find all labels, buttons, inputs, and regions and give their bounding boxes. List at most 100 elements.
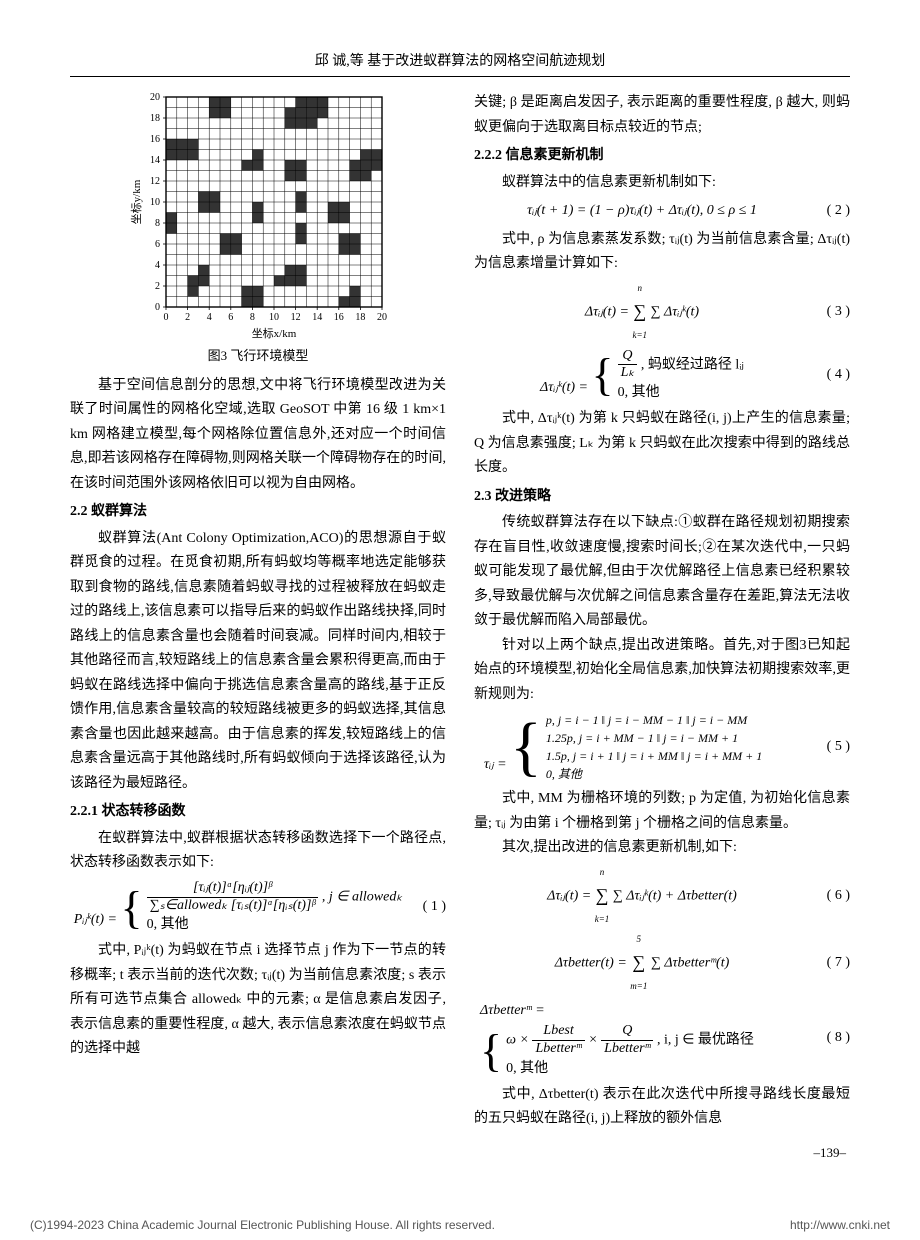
copyright-text: (C)1994-2023 China Academic Journal Elec…	[30, 1218, 495, 1232]
eq5-l2: 1.25p, j = i + MM − 1 ‖ j = i − MM + 1	[546, 729, 762, 747]
equation-1: Pᵢⱼᵏ(t) = { [τᵢⱼ(t)]ᵅ[ηᵢⱼ(t)]ᵝ ∑ₛ∈allowe…	[70, 880, 446, 936]
eq8-mid: ×	[588, 1033, 601, 1048]
para-2-2-1b: 式中, Pᵢⱼᵏ(t) 为蚂蚁在节点 i 选择节点 j 作为下一节点的转移概率;…	[70, 939, 446, 1062]
eq3-lhs: Δτᵢⱼ(t) =	[585, 304, 633, 319]
eq6-lhs: Δτᵢⱼ(t) =	[547, 888, 595, 903]
copyright-footer: (C)1994-2023 China Academic Journal Elec…	[30, 1218, 890, 1232]
eq5-lhs: τᵢⱼ =	[484, 757, 507, 772]
para-2-3b: 针对以上两个缺点,提出改进策略。首先,对于图3已知起始点的环境模型,初始化全局信…	[474, 634, 850, 708]
svg-text:0: 0	[164, 312, 169, 323]
eq5-l4: 0, 其他	[546, 765, 762, 783]
page-header: 邱 诚,等 基于改进蚁群算法的网格空间航迹规划	[70, 50, 850, 77]
svg-text:10: 10	[150, 197, 160, 208]
svg-text:坐标x/km: 坐标x/km	[252, 326, 297, 340]
eq2-body: τᵢⱼ(t + 1) = (1 − ρ)τᵢⱼ(t) + Δτᵢⱼ(t), 0 …	[474, 199, 810, 224]
eq4-number: ( 4 )	[810, 363, 850, 388]
eq7-body: ∑ Δτbetterᵐ(t)	[651, 955, 729, 970]
para-2-3c: 式中, MM 为栅格环境的列数; p 为定值, 为初始化信息素量; τᵢⱼ 为由…	[474, 787, 850, 836]
para-2-2-2a: 蚁群算法中的信息素更新机制如下:	[474, 171, 850, 196]
eq8-f1d: Lbetterᵐ	[532, 1041, 584, 1058]
right-column: 关键; β 是距离启发因子, 表示距离的重要性程度, β 越大, 则蚂蚁更偏向于…	[474, 91, 850, 1164]
para-2-2-2c: 式中, Δτᵢⱼᵏ(t) 为第 k 只蚂蚁在路径(i, j)上产生的信息素量; …	[474, 407, 850, 481]
eq1-frac-den: ∑ₛ∈allowedₖ [τᵢₛ(t)]ᵅ[ηᵢₛ(t)]ᵝ	[147, 898, 319, 915]
grid-svg: 0022446688101012121414161618182020坐标x/km…	[128, 91, 388, 341]
page: 邱 诚,等 基于改进蚁群算法的网格空间航迹规划 0022446688101012…	[0, 0, 920, 1194]
svg-text:10: 10	[269, 312, 279, 323]
eq1-lhs: Pᵢⱼᵏ(t) =	[74, 912, 117, 927]
eq8-l1a: ω ×	[506, 1033, 532, 1048]
eq5-l1: p, j = i − 1 ‖ j = i − MM − 1 ‖ j = i − …	[546, 711, 762, 729]
eq8-lhs: Δτbetterᵐ =	[480, 1003, 545, 1018]
para-2-3d: 其次,提出改进的信息素更新机制,如下:	[474, 836, 850, 861]
svg-text:6: 6	[228, 312, 233, 323]
svg-text:2: 2	[155, 281, 160, 292]
para-2-3a: 传统蚁群算法存在以下缺点:①蚁群在路径规划初期搜索存在盲目性,收敛速度慢,搜索时…	[474, 511, 850, 634]
para-2-2: 蚁群算法(Ant Colony Optimization,ACO)的思想源自于蚁…	[70, 527, 446, 797]
eq1-cond1: , j ∈ allowedₖ	[322, 889, 402, 904]
eq6-body: ∑ Δτᵢⱼᵏ(t) + Δτbetter(t)	[613, 888, 737, 903]
svg-text:8: 8	[250, 312, 255, 323]
eq8-f2d: Lbetterᵐ	[601, 1041, 653, 1058]
eq6-number: ( 6 )	[810, 884, 850, 909]
equation-3: Δτᵢⱼ(t) = n ∑ k=1 ∑ Δτᵢⱼᵏ(t) ( 3 )	[474, 281, 850, 344]
svg-text:16: 16	[334, 312, 344, 323]
para-2-3e: 式中, Δτbetter(t) 表示在此次迭代中所搜寻路线长度最短的五只蚂蚁在路…	[474, 1083, 850, 1132]
eq4-line2: 0, 其他	[618, 382, 744, 403]
svg-text:18: 18	[355, 312, 365, 323]
eq8-f2n: Q	[601, 1023, 653, 1041]
eq6-sup: n	[595, 865, 610, 881]
eq5-l3: 1.5p, j = i + 1 ‖ j = i + MM ‖ j = i + M…	[546, 747, 762, 765]
eq8-f1n: Lbest	[532, 1023, 584, 1041]
eq7-sub: m=1	[630, 979, 647, 995]
svg-text:16: 16	[150, 134, 160, 145]
para-2-2-2b: 式中, ρ 为信息素蒸发系数; τᵢⱼ(t) 为当前信息素含量; Δτᵢⱼ(t)…	[474, 228, 850, 277]
eq3-sup: n	[632, 281, 647, 297]
svg-text:14: 14	[150, 155, 160, 166]
svg-text:20: 20	[377, 312, 387, 323]
eq7-number: ( 7 )	[810, 951, 850, 976]
equation-7: Δτbetter(t) = 5 ∑ m=1 ∑ Δτbetterᵐ(t) ( 7…	[474, 932, 850, 995]
para-top: 关键; β 是距离启发因子, 表示距离的重要性程度, β 越大, 则蚂蚁更偏向于…	[474, 91, 850, 140]
svg-text:2: 2	[185, 312, 190, 323]
two-column-layout: 0022446688101012121414161618182020坐标x/km…	[70, 91, 850, 1164]
eq4-lhs: Δτᵢⱼᵏ(t) =	[540, 379, 588, 394]
equation-2: τᵢⱼ(t + 1) = (1 − ρ)τᵢⱼ(t) + Δτᵢⱼ(t), 0 …	[474, 199, 850, 224]
eq8-l2: 0, 其他	[506, 1058, 754, 1079]
equation-4: Δτᵢⱼᵏ(t) = { Q Lₖ , 蚂蚁经过路径 lᵢⱼ 0,	[474, 348, 850, 404]
svg-text:18: 18	[150, 113, 160, 124]
svg-text:12: 12	[291, 312, 301, 323]
eq2-number: ( 2 )	[810, 199, 850, 224]
copyright-url: http://www.cnki.net	[790, 1218, 890, 1232]
eq8-number: ( 8 )	[810, 1026, 850, 1051]
svg-text:14: 14	[312, 312, 322, 323]
equation-8: Δτbetterᵐ = { ω × Lbest Lbetterᵐ ×	[474, 999, 850, 1079]
eq5-number: ( 5 )	[810, 735, 850, 760]
heading-2-2-2: 2.2.2 信息素更新机制	[474, 144, 850, 169]
heading-2-2-1: 2.2.1 状态转移函数	[70, 800, 446, 825]
svg-text:0: 0	[155, 302, 160, 313]
figure-3-caption: 图3 飞行环境模型	[70, 345, 446, 368]
equation-6: Δτᵢⱼ(t) = n ∑ k=1 ∑ Δτᵢⱼᵏ(t) + Δτbetter(…	[474, 865, 850, 928]
eq3-body: ∑ Δτᵢⱼᵏ(t)	[651, 304, 700, 319]
eq8-cond: , i, j ∈ 最优路径	[657, 1033, 754, 1048]
left-column: 0022446688101012121414161618182020坐标x/km…	[70, 91, 446, 1164]
svg-text:4: 4	[155, 260, 160, 271]
eq1-line2: 0, 其他	[147, 914, 403, 935]
heading-2-3: 2.3 改进策略	[474, 485, 850, 510]
svg-text:坐标y/km: 坐标y/km	[129, 179, 143, 224]
page-number: –139–	[474, 1142, 850, 1165]
eq4-l1-num: Q	[618, 348, 638, 366]
svg-text:4: 4	[207, 312, 212, 323]
eq7-lhs: Δτbetter(t) =	[555, 955, 631, 970]
svg-text:8: 8	[155, 218, 160, 229]
eq7-sup: 5	[630, 932, 647, 948]
eq3-number: ( 3 )	[810, 300, 850, 325]
equation-5: τᵢⱼ = { p, j = i − 1 ‖ j = i − MM − 1 ‖ …	[474, 711, 850, 783]
eq3-sub: k=1	[632, 328, 647, 344]
eq1-number: ( 1 )	[406, 895, 446, 920]
eq1-frac-num: [τᵢⱼ(t)]ᵅ[ηᵢⱼ(t)]ᵝ	[147, 880, 319, 898]
eq6-sub: k=1	[595, 912, 610, 928]
svg-text:12: 12	[150, 176, 160, 187]
svg-text:20: 20	[150, 92, 160, 103]
para-2-2-1a: 在蚁群算法中,蚁群根据状态转移函数选择下一个路径点,状态转移函数表示如下:	[70, 827, 446, 876]
